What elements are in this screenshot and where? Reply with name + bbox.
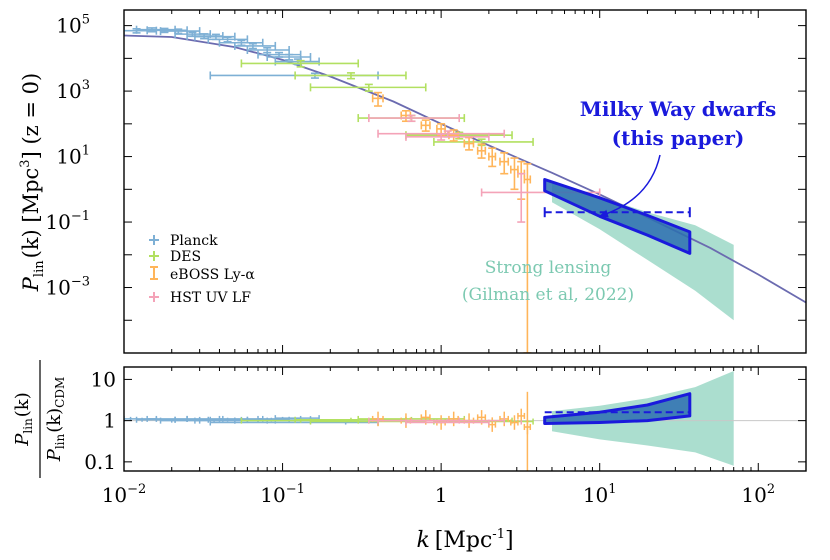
legend-item-des: DES xyxy=(149,249,201,265)
legend-item-planck: Planck xyxy=(149,233,218,249)
point-hst-uv-lf xyxy=(405,132,490,141)
strong-lensing-band xyxy=(552,183,734,321)
ratio-y-tick-label: 10 xyxy=(91,367,116,391)
legend: Planck DES eBOSS Ly-α HST UV LF xyxy=(149,233,255,306)
x-tick-label: 10−2 xyxy=(102,482,147,507)
ratio-plot-frame xyxy=(123,366,807,472)
point-eboss-ly- xyxy=(476,143,487,159)
legend-label-hst: HST UV LF xyxy=(170,290,251,306)
point-eboss-ly- xyxy=(509,157,519,191)
ratio-y-tick-label: 0.1 xyxy=(84,450,116,474)
legend-item-hst: HST UV LF xyxy=(149,290,251,306)
main-y-tick-label: 10−1 xyxy=(45,209,90,234)
mw-constraint-area xyxy=(543,178,692,255)
point-planck xyxy=(234,41,277,50)
lensing-band-area xyxy=(552,183,734,321)
ratio-data-points xyxy=(124,391,534,471)
ratio-y-tick-label: 1 xyxy=(103,409,116,433)
legend-label-eboss: eBOSS Ly-α xyxy=(170,267,255,283)
point-planck xyxy=(274,57,320,66)
ratio-y-numerator: Plin(k) xyxy=(12,392,35,446)
legend-label-planck: Planck xyxy=(170,233,218,249)
point-des xyxy=(240,59,360,68)
mw-label-line2: (this paper) xyxy=(612,126,745,150)
ratio-point-hst-uv-lf xyxy=(405,419,522,426)
point-eboss-ly- xyxy=(371,91,384,107)
point-eboss-ly- xyxy=(420,119,431,132)
main-axis-ticks: 105 103 101 10−1 10−3 xyxy=(45,10,807,354)
point-eboss-ly- xyxy=(488,147,497,168)
lensing-label-line1: Strong lensing xyxy=(485,258,612,278)
point-eboss-ly- xyxy=(448,129,459,142)
ratio-milky-way-dwarfs-region xyxy=(543,392,692,425)
ratio-mw-area xyxy=(543,392,692,425)
legend-label-des: DES xyxy=(170,249,201,265)
main-y-tick-label: 101 xyxy=(56,144,90,169)
point-des xyxy=(309,83,427,92)
x-tick-label: 102 xyxy=(741,482,775,507)
main-y-tick-label: 103 xyxy=(56,78,90,103)
x-tick-label: 1 xyxy=(435,483,448,507)
ratio-y-denominator: Plin(k)CDM xyxy=(44,377,67,463)
x-tick-label: 101 xyxy=(583,482,617,507)
point-des xyxy=(294,71,407,80)
main-y-axis-label: Plin(k) [Mpc3] (z = 0) xyxy=(18,73,47,292)
point-planck xyxy=(266,53,312,62)
ratio-point-eboss-ly- xyxy=(448,411,459,427)
ratio-point-planck xyxy=(174,416,212,423)
point-eboss-ly- xyxy=(523,163,532,353)
point-des xyxy=(433,137,534,147)
main-y-tick-label: 105 xyxy=(56,13,90,38)
point-eboss-ly- xyxy=(463,136,475,151)
ratio-y-axis-label: Plin(k) Plin(k)CDM xyxy=(12,360,67,478)
main-plot-frame xyxy=(123,9,807,354)
ratio-point-eboss-ly- xyxy=(488,417,497,432)
milky-way-dwarfs-region xyxy=(543,178,692,255)
mw-arrow xyxy=(599,154,661,218)
point-eboss-ly- xyxy=(499,152,510,175)
x-axis-label: k [Mpc-1] xyxy=(416,527,513,553)
lensing-label-line2: (Gilman et al, 2022) xyxy=(462,285,634,305)
point-planck xyxy=(146,26,188,35)
x-tick-label: 10−1 xyxy=(260,482,305,507)
ratio-point-eboss-ly- xyxy=(510,415,519,430)
point-hst-uv-lf xyxy=(368,114,461,123)
mw-label-line1: Milky Way dwarfs xyxy=(580,97,777,121)
main-y-tick-label: 10−3 xyxy=(45,275,90,300)
ratio-point-eboss-ly- xyxy=(420,410,431,425)
point-des xyxy=(405,131,513,140)
point-planck xyxy=(246,46,290,55)
legend-item-eboss: eBOSS Ly-α xyxy=(150,266,255,283)
